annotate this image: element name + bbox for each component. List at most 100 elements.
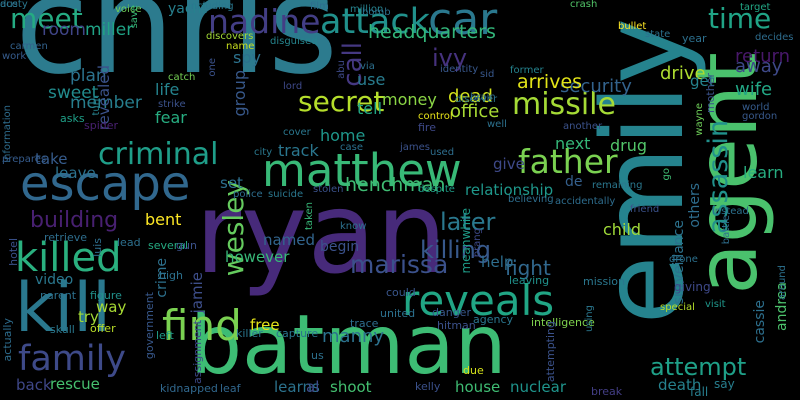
word-go: go (661, 168, 672, 181)
word-intelligence: intelligence (531, 316, 595, 329)
word-criminal: criminal (98, 137, 219, 172)
word-mission: mission (583, 275, 625, 288)
word-back: back (16, 376, 52, 394)
word-arrives: arrives (517, 71, 583, 93)
word-used: used (430, 147, 455, 158)
word-kidnapped: kidnapped (160, 382, 218, 395)
word-headquarters: headquarters (368, 21, 496, 43)
word-million: million (350, 4, 384, 15)
word-begin: begin (320, 239, 360, 255)
word-could: could (386, 286, 416, 299)
word-friend: friend (630, 204, 660, 215)
word-later: later (440, 208, 496, 236)
word-including: including (188, 1, 234, 12)
word-leave: leave (55, 164, 96, 182)
word-brain: brain (470, 92, 496, 103)
word-house: house (455, 378, 501, 396)
word-member: member (70, 93, 142, 113)
word-break: break (591, 385, 623, 398)
word-batman: batman (190, 298, 507, 393)
word-accidentally: accidentally (555, 196, 616, 207)
word-mother: mother (704, 73, 717, 114)
word-find: find (162, 301, 242, 350)
word-bullet: bullet (618, 21, 647, 32)
word-special: special (660, 302, 695, 313)
word-assignment: assignment (191, 320, 204, 384)
word-drive: drive (660, 63, 706, 84)
word-control: control (418, 111, 453, 122)
word-hitman: hitman (437, 319, 476, 332)
word-take: take (35, 150, 68, 168)
word-away: away (735, 56, 783, 77)
word-case: case (340, 142, 363, 153)
word-several: several (148, 239, 189, 252)
word-give: give (493, 155, 525, 173)
word-attempting: attempting (544, 321, 557, 383)
word-via: via (360, 61, 375, 72)
word-fear: fear (155, 108, 187, 127)
word-agency: agency (473, 313, 514, 326)
word-taken: taken (304, 202, 315, 230)
word-attack: attack (320, 2, 430, 42)
word-free: free (250, 316, 280, 334)
word-next: next (555, 134, 591, 153)
word-target: target (740, 2, 771, 13)
word-named: named (263, 231, 316, 249)
word-kill: kill (15, 269, 112, 348)
word-help: help (481, 253, 514, 271)
word-former: former (510, 65, 544, 76)
word-capture: capture (276, 327, 319, 340)
word-fight: fight (505, 256, 551, 280)
word-de: de (565, 174, 583, 190)
word-ryan: ryan (195, 169, 447, 299)
word-actually: actually (1, 318, 14, 362)
word-lord: lord (283, 81, 303, 92)
word-plan: plan (70, 66, 107, 86)
word-visit: visit (705, 299, 726, 310)
word-retrieve: retrieve (44, 231, 87, 244)
word-figure: figure (90, 289, 122, 302)
word-car: car (428, 0, 498, 45)
word-prepares: prepares (2, 154, 47, 165)
word-voice: voice (115, 4, 142, 15)
word-video: video (35, 272, 74, 288)
word-spy: spy (233, 48, 261, 67)
word-cassie: cassie (752, 300, 768, 344)
word-try: try (78, 308, 99, 326)
word-cover: cover (283, 127, 311, 138)
word-shoot: shoot (330, 378, 372, 396)
word-united: united (380, 307, 416, 320)
word-nuclear: nuclear (510, 378, 567, 396)
word-learns: learns (274, 378, 320, 396)
word-jamie: jamie (188, 272, 206, 314)
word-life: life (155, 80, 180, 99)
word-skull: skull (50, 323, 75, 336)
word-matthew: matthew (262, 144, 462, 197)
word-turn: turn (91, 95, 102, 116)
word-decides: decides (755, 32, 794, 43)
word-another: another (563, 121, 603, 132)
word-giving: giving (674, 280, 711, 294)
word-high: high (159, 269, 183, 282)
word-remaining: remaining (592, 180, 643, 191)
word-escape: escape (20, 156, 191, 212)
word-meanwhile: meanwhile (459, 208, 473, 274)
word-leaf: leaf (220, 382, 241, 395)
word-drug: drug (610, 136, 648, 155)
word-save: save (129, 5, 140, 29)
word-government: government (143, 292, 156, 360)
word-manny: manny (322, 326, 385, 347)
word-security: security (560, 76, 632, 97)
word-discovers: discovers (206, 31, 254, 42)
word-instead: instead (712, 206, 749, 217)
word-miller: miller (85, 20, 134, 40)
word-chris: chris (15, 0, 339, 104)
word-asks: asks (60, 112, 85, 125)
word-al: al (306, 378, 320, 396)
word-sweet: sweet (48, 83, 99, 103)
word-missile: missile (512, 87, 616, 122)
word-due: due (463, 364, 484, 377)
word-dead: dead (448, 86, 493, 107)
word-spider: spider (84, 119, 119, 132)
